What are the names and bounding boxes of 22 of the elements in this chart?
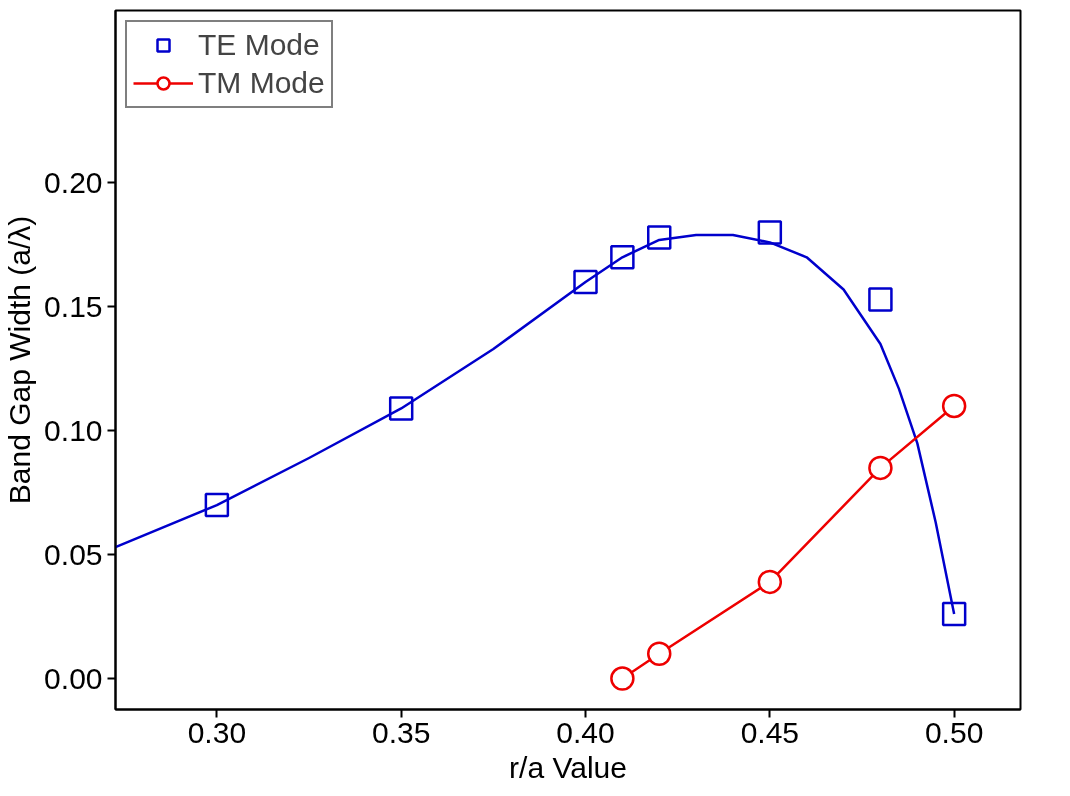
y-tick-label: 0.10 [44, 413, 103, 447]
legend-label: TE Mode [198, 28, 320, 62]
point [757, 569, 783, 595]
x-tick-label: 0.50 [924, 715, 984, 749]
point [941, 393, 967, 419]
y-tick-label: 0.00 [44, 661, 103, 695]
x-tick-label: 0.35 [372, 715, 431, 749]
x-axis-title: r/a Value [509, 750, 627, 784]
x-tick-label: 0.40 [556, 715, 615, 749]
point [868, 455, 893, 481]
y-tick-label: 0.20 [44, 165, 103, 199]
point [868, 287, 893, 312]
point [610, 666, 635, 691]
y-tick-label: 0.05 [44, 537, 103, 571]
point [941, 601, 967, 627]
legend-label: TM Mode [198, 66, 325, 100]
y-axis-title: Band Gap Width (a/λ) [3, 215, 37, 505]
x-tick-label: 0.45 [740, 715, 800, 749]
x-tick-label: 0.30 [187, 715, 247, 749]
point [757, 220, 783, 245]
y-tick-label: 0.15 [44, 289, 103, 323]
point [646, 641, 672, 666]
